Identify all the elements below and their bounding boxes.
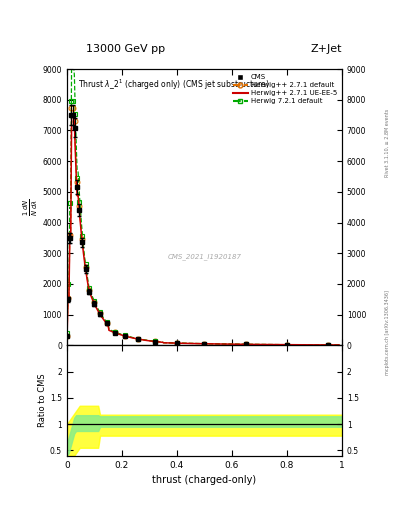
Legend: CMS, Herwig++ 2.7.1 default, Herwig++ 2.7.1 UE-EE-5, Herwig 7.2.1 default: CMS, Herwig++ 2.7.1 default, Herwig++ 2.… xyxy=(231,73,338,105)
Text: mcplots.cern.ch [arXiv:1306.3436]: mcplots.cern.ch [arXiv:1306.3436] xyxy=(385,290,389,375)
Y-axis label: $\frac{1}{N}\frac{dN}{d\lambda}$: $\frac{1}{N}\frac{dN}{d\lambda}$ xyxy=(22,198,40,216)
Text: Rivet 3.1.10, ≥ 2.8M events: Rivet 3.1.10, ≥ 2.8M events xyxy=(385,109,389,178)
X-axis label: thrust (charged-only): thrust (charged-only) xyxy=(152,475,256,485)
Text: CMS_2021_I1920187: CMS_2021_I1920187 xyxy=(167,253,241,260)
Y-axis label: Ratio to CMS: Ratio to CMS xyxy=(38,374,47,428)
Text: Thrust $\lambda\_2^1$ (charged only) (CMS jet substructure): Thrust $\lambda\_2^1$ (charged only) (CM… xyxy=(78,77,269,92)
Text: 13000 GeV pp: 13000 GeV pp xyxy=(86,44,165,54)
Text: Z+Jet: Z+Jet xyxy=(310,44,342,54)
